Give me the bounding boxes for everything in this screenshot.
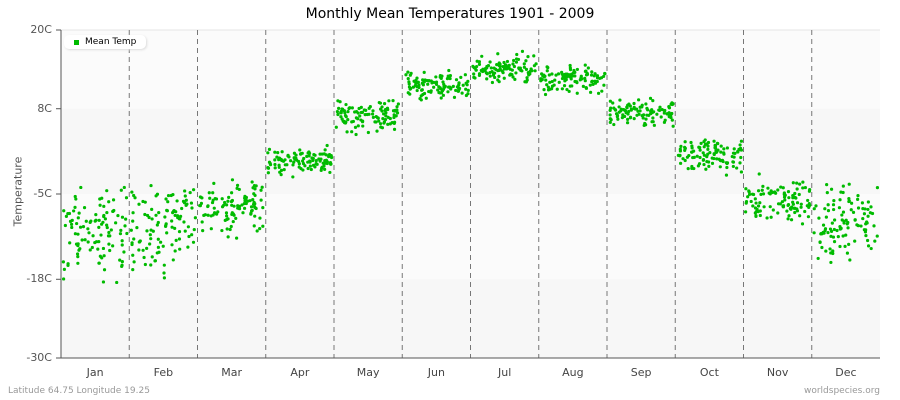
x-tick-label: Oct bbox=[699, 366, 719, 379]
y-tick-label: -18C bbox=[26, 272, 52, 286]
chart-title: Monthly Mean Temperatures 1901 - 2009 bbox=[305, 6, 595, 22]
y-tick-label: -30C bbox=[26, 351, 52, 364]
legend-swatch-icon bbox=[74, 39, 79, 45]
x-tick-label: Feb bbox=[153, 366, 174, 379]
location-caption: Latitude 64.75 Longitude 19.25 bbox=[8, 386, 150, 396]
x-tick-label: Dec bbox=[835, 366, 857, 379]
x-tick-label: Nov bbox=[766, 366, 789, 379]
x-tick-label: Apr bbox=[290, 366, 310, 379]
x-tick-label: Aug bbox=[562, 366, 584, 379]
x-tick-label: Jul bbox=[497, 366, 512, 379]
y-tick-label: 8C bbox=[37, 101, 52, 115]
x-tick-label: May bbox=[356, 366, 380, 379]
x-tick-label: Jun bbox=[427, 366, 445, 379]
x-tick-label: Mar bbox=[221, 366, 242, 379]
y-tick-label: -5C bbox=[33, 187, 52, 200]
legend[interactable]: Mean Temp bbox=[64, 35, 147, 49]
y-tick-label: 20C bbox=[30, 23, 52, 36]
x-tick-label: Jan bbox=[86, 366, 104, 379]
x-tick-label: Sep bbox=[630, 366, 652, 379]
legend-label: Mean Temp bbox=[85, 37, 137, 47]
credit-caption: worldspecies.org bbox=[803, 386, 880, 396]
